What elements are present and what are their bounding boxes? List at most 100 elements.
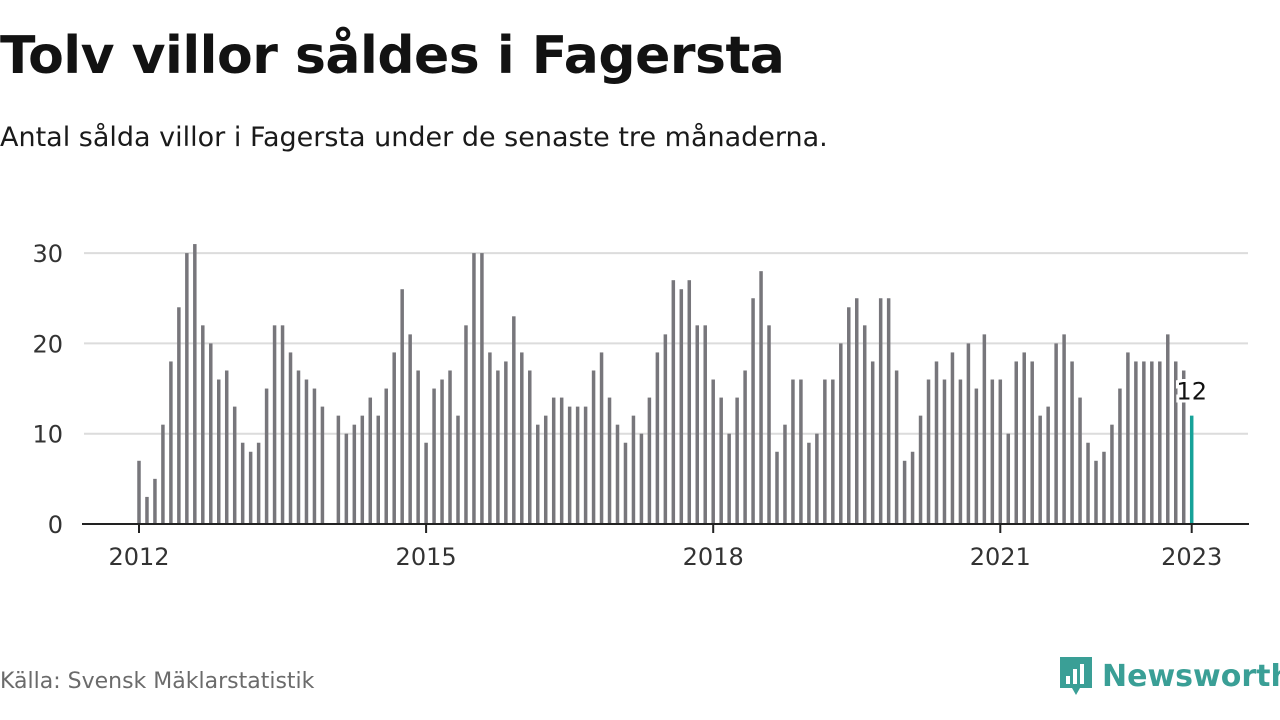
bar [248,451,253,524]
bar [639,433,644,524]
bar [695,325,699,524]
bar [1006,433,1011,524]
bar [942,379,947,524]
bar [432,388,436,524]
bar [807,442,811,524]
x-tick-label: 2021 [970,543,1031,571]
newsworthy-logo-icon [1060,657,1092,695]
bar [177,307,181,524]
bar [631,415,636,524]
bar [918,415,923,524]
bar [543,415,548,524]
bar [224,370,229,524]
bar [719,397,723,524]
bar [567,406,572,524]
bar [408,334,412,524]
bar [480,253,484,524]
bar [583,406,588,524]
chart-title: Tolv villor såldes i Fagersta [0,26,785,86]
bar [679,289,684,524]
y-tick-label: 0 [48,511,63,539]
bar [504,361,508,524]
bar [1094,460,1098,524]
bar [663,334,668,524]
bar [799,379,803,524]
bar [280,325,285,524]
bar [902,460,907,524]
bar [496,370,500,524]
brand-name: Newsworthy [1102,658,1280,694]
bar [974,388,979,524]
bar [1126,352,1130,524]
bar [767,325,771,524]
bar [950,352,955,524]
bar [1142,361,1146,524]
bar [775,451,779,524]
bar [855,298,859,524]
bar [512,316,516,524]
bar [424,442,428,524]
bar [528,370,532,524]
bar [193,244,197,524]
bar [839,343,843,524]
bar [551,397,556,524]
brand-logo: Newsworthy [1058,654,1280,698]
bar [312,388,317,524]
bar [217,379,221,524]
x-tick-label: 2018 [683,543,744,571]
bar [264,388,269,524]
bar [958,379,963,524]
bar [934,361,939,524]
bar [735,397,739,524]
bar [288,352,293,524]
bar-chart: 0 10 20 30 2012 2015 2018 2021 2023 12 [32,240,1249,571]
bar [368,397,373,524]
bar [256,442,261,524]
bar [791,379,795,524]
bar [703,325,707,524]
x-tick-label: 2015 [396,543,457,571]
bar [1134,361,1138,524]
bar [1030,361,1034,524]
bar [1181,370,1186,524]
bar [623,442,628,524]
bar [296,370,301,524]
bar [209,343,213,524]
bar [743,370,747,524]
bar [336,415,341,524]
bar [201,325,205,524]
bar [870,361,875,524]
bar [145,496,149,524]
bar [400,289,404,524]
bar [559,397,564,524]
bar [520,352,524,524]
bar [966,343,971,524]
bar [161,424,165,524]
bar [982,334,987,524]
bar [910,451,915,524]
bar [1022,352,1026,524]
bar [926,379,931,524]
bar [862,325,867,524]
bar [655,352,660,524]
bar [575,406,580,524]
bar [886,298,891,524]
bar [1062,334,1066,524]
bar [456,415,460,524]
bar [998,379,1003,524]
bar [878,298,883,524]
bar [783,424,787,524]
y-tick-label: 20 [32,330,63,358]
bar [272,325,277,524]
bar [153,478,157,524]
source-note: Källa: Svensk Mäklarstatistik [0,669,315,694]
bar [448,370,452,524]
bar [607,397,612,524]
bar [440,379,444,524]
bar [727,433,731,524]
bar [1174,361,1178,524]
bar [1046,406,1050,524]
bar [536,424,540,524]
y-tick-label: 30 [32,240,63,268]
bar [1078,397,1082,524]
